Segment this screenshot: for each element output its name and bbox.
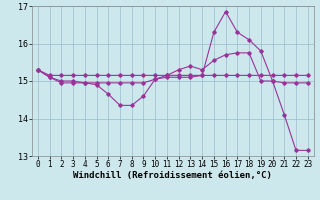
X-axis label: Windchill (Refroidissement éolien,°C): Windchill (Refroidissement éolien,°C) [73, 171, 272, 180]
